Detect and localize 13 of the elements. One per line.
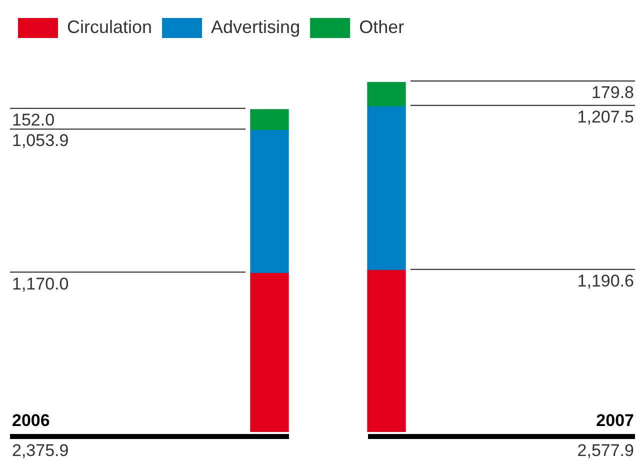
text: 2,375.9 [12, 441, 69, 460]
data-label: 1,170.0 [12, 274, 69, 294]
text: 2,577.9 [577, 441, 634, 460]
data-label: 1,207.5 [577, 108, 634, 127]
legend-label: Other [359, 16, 404, 37]
x-tick-label: 2006 [12, 411, 50, 430]
legend-label: Circulation [67, 16, 152, 37]
x-tick-label: 2007 [596, 411, 634, 430]
data-label: 1,053.9 [12, 131, 69, 150]
data-label: 1,190.6 [577, 272, 634, 291]
data-label: 152.0 [12, 110, 55, 130]
data-label: 179.8 [591, 83, 634, 102]
legend-label: Advertising [211, 16, 300, 37]
